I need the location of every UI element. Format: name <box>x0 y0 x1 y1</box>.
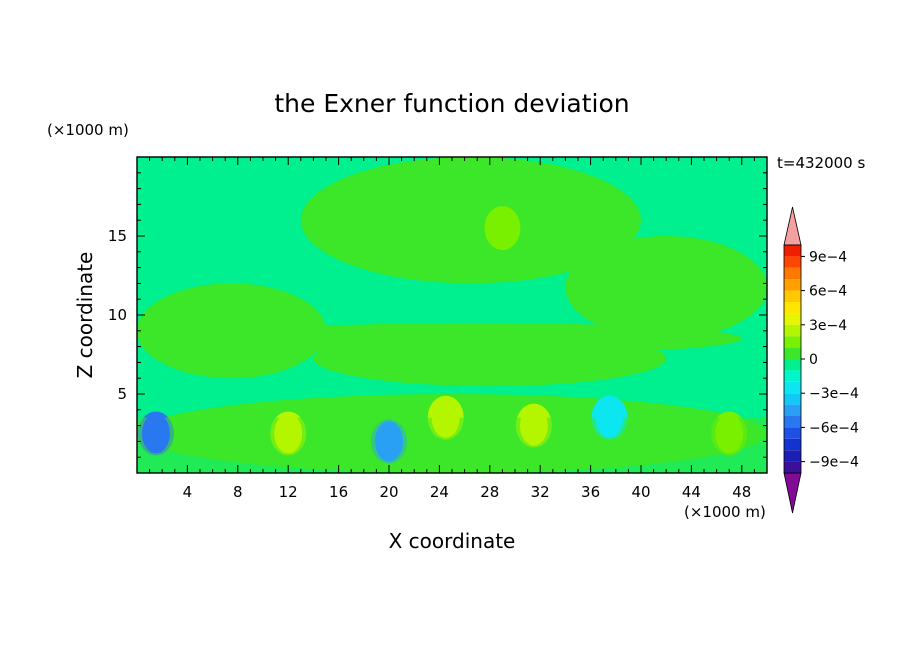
x-unit-label: (×1000 m) <box>684 503 766 521</box>
colorbar-tick-label: −3e−4 <box>809 386 859 402</box>
colorbar-swatch <box>784 290 801 302</box>
y-tick-label: 10 <box>108 306 127 324</box>
field-extremum-core <box>715 413 744 454</box>
colorbar-tick-label: 9e−4 <box>809 249 847 265</box>
field-extremum-core <box>431 397 460 438</box>
x-tick-label: 16 <box>329 483 348 501</box>
x-tick-label: 36 <box>581 483 600 501</box>
y-tick-label: 5 <box>117 385 127 403</box>
y-axis-ticks: 5 10 15 <box>108 172 767 458</box>
colorbar-swatch <box>784 347 801 359</box>
field-region <box>300 157 641 284</box>
colorbar-tick-label: −6e−4 <box>809 420 859 436</box>
field-extremum-core <box>519 405 548 446</box>
field-region <box>565 236 767 339</box>
y-axis-label: Z coordinate <box>73 252 97 379</box>
x-tick-label: 48 <box>732 483 751 501</box>
field-extremum <box>484 206 521 251</box>
field-extremum-core <box>595 397 624 438</box>
y-unit-label: (×1000 m) <box>47 121 129 139</box>
x-axis-ticks: 4 8 12 16 20 24 28 32 36 40 44 48 <box>149 157 755 501</box>
y-tick-label: 15 <box>108 227 127 245</box>
colorbar-swatch <box>784 359 801 371</box>
x-tick-label: 12 <box>279 483 298 501</box>
x-tick-label: 32 <box>531 483 550 501</box>
colorbar-swatch <box>784 256 801 268</box>
colorbar-tick-label: 0 <box>809 352 818 368</box>
field-extremum-core <box>274 413 303 454</box>
colorbar-arrow-max <box>783 206 802 246</box>
field-region <box>137 283 326 379</box>
x-tick-label: 4 <box>183 483 193 501</box>
field-extremum-core <box>375 421 403 462</box>
colorbar: −9e−4 −6e−4 −3e−4 0 3e−4 6e−4 9e−4 <box>783 206 859 514</box>
x-axis-label: X coordinate <box>389 529 516 553</box>
colorbar-swatch <box>784 245 801 257</box>
colorbar-swatch <box>784 324 801 337</box>
colorbar-swatch <box>784 450 801 462</box>
x-tick-label: 40 <box>631 483 650 501</box>
x-tick-label: 44 <box>682 483 701 501</box>
colorbar-swatch <box>784 427 801 439</box>
x-tick-label: 28 <box>480 483 499 501</box>
colorbar-swatch <box>784 404 801 416</box>
colorbar-tick-label: 6e−4 <box>809 284 847 300</box>
colorbar-swatch <box>784 438 801 451</box>
colorbar-swatch <box>784 267 801 280</box>
colorbar-swatch <box>784 416 801 428</box>
colorbar-tick-label: −9e−4 <box>809 455 859 471</box>
colorbar-arrow-min <box>783 472 802 514</box>
colorbar-swatch <box>784 336 801 348</box>
time-label: t=432000 s <box>777 154 865 172</box>
field-extremum-core <box>141 413 170 454</box>
chart-title: the Exner function deviation <box>274 89 629 118</box>
colorbar-swatch <box>784 461 801 473</box>
colorbar-swatch <box>784 313 801 325</box>
colorbar-swatch <box>784 279 801 291</box>
colorbar-swatch <box>784 381 801 394</box>
x-tick-label: 20 <box>379 483 398 501</box>
contour-field <box>137 157 767 473</box>
x-tick-label: 24 <box>430 483 449 501</box>
colorbar-tick-label: 3e−4 <box>809 318 847 334</box>
x-tick-label: 8 <box>233 483 243 501</box>
colorbar-swatch <box>784 393 801 405</box>
colorbar-swatch <box>784 370 801 382</box>
field-region <box>313 330 667 387</box>
colorbar-swatch <box>784 302 801 314</box>
